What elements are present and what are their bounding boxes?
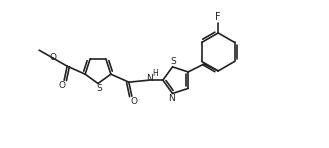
Text: N: N (146, 74, 153, 83)
Text: H: H (152, 69, 158, 78)
Text: O: O (59, 81, 66, 90)
Text: S: S (171, 57, 176, 66)
Text: F: F (215, 12, 221, 22)
Text: O: O (50, 53, 57, 62)
Text: O: O (130, 97, 137, 106)
Text: N: N (168, 94, 175, 103)
Text: S: S (96, 84, 102, 93)
